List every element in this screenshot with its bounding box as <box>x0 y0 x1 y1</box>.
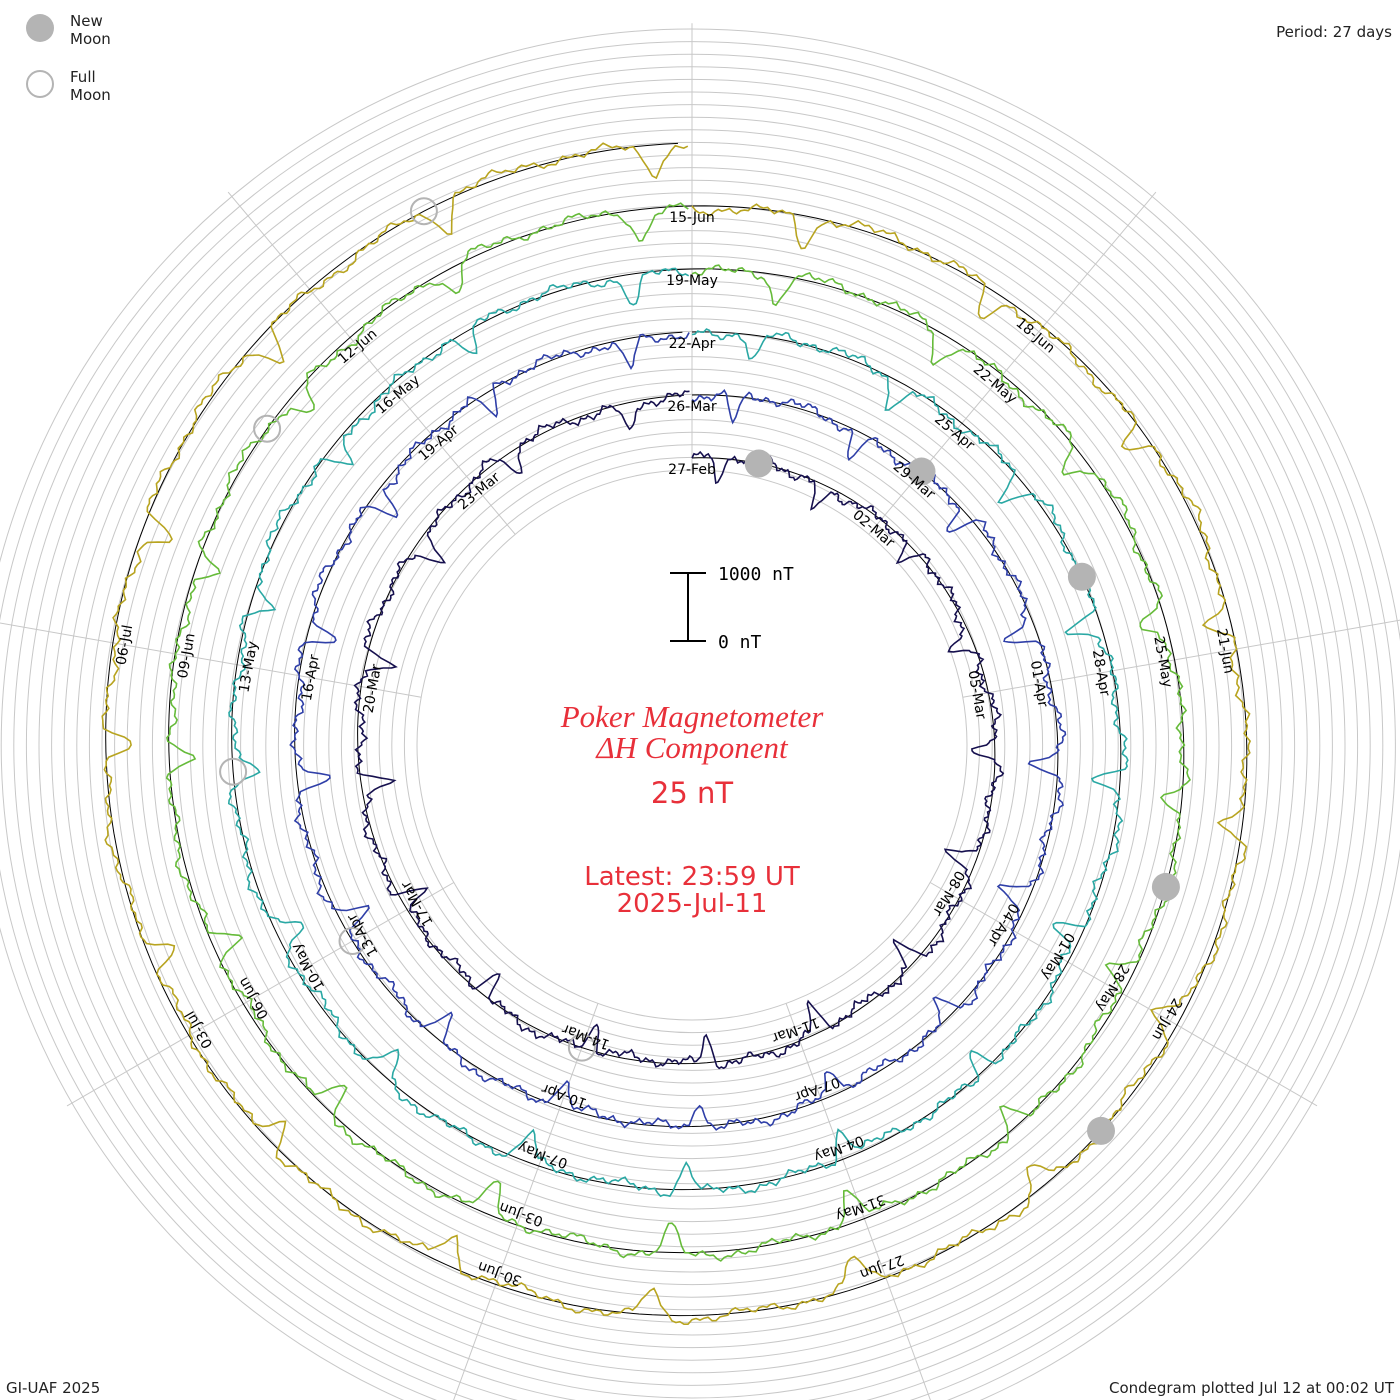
series-line-rotation-4 <box>165 202 1191 1262</box>
grid-spoke <box>227 191 516 535</box>
footer-credit: GI-UAF 2025 <box>6 1379 101 1397</box>
date-label: 21-Jun <box>1213 627 1237 675</box>
series-layer <box>101 142 1252 1325</box>
grid-spoke <box>929 882 1318 1107</box>
date-label: 03-Jul <box>182 1008 216 1051</box>
new-moon-marker <box>744 449 773 478</box>
date-label: 09-Jun <box>175 632 199 680</box>
date-label: 05-Mar <box>964 669 988 721</box>
new-moon-marker <box>907 457 936 486</box>
chart-units: 25 nT <box>651 776 733 810</box>
chart-subtitle: ΔH Component <box>594 730 789 765</box>
chart-title-block: Poker Magnetometer ΔH Component 25 nT La… <box>560 699 824 919</box>
date-label: 13-Apr <box>344 911 381 960</box>
latest-date: 2025-Jul-11 <box>617 889 768 919</box>
legend-new-moon-label: New Moon <box>70 12 111 48</box>
series-line-rotation-5 <box>101 142 1252 1325</box>
latest-time: Latest: 23:59 UT <box>584 862 800 892</box>
series-line-rotation-3 <box>227 267 1129 1198</box>
date-label: 19-May <box>666 273 718 289</box>
date-label: 11-Mar <box>769 1014 821 1046</box>
full-moon-icon <box>26 70 54 98</box>
full-moon-marker <box>338 927 367 955</box>
date-label: 22-Apr <box>669 336 716 352</box>
series-line-rotation-2 <box>289 332 1067 1131</box>
scale-bar-top-label: 1000 nT <box>718 564 794 585</box>
new-moon-icon <box>26 14 54 42</box>
period-label: Period: 27 days <box>1276 23 1392 41</box>
legend-full-moon-label: Full Moon <box>70 68 111 104</box>
new-moon-marker <box>1067 562 1096 591</box>
full-moon-marker <box>253 414 282 443</box>
series-line-rotation-1 <box>353 390 1005 1070</box>
date-label: 06-Jun <box>235 974 272 1021</box>
baseline-rotation-3 <box>231 268 1122 1191</box>
grid-spoke <box>962 619 1400 698</box>
baseline-rotation-4 <box>168 205 1185 1254</box>
date-label: 15-Jun <box>669 210 715 226</box>
new-moon-marker <box>1151 872 1180 901</box>
grid-spoke <box>785 1003 931 1400</box>
date-label: 31-May <box>833 1191 887 1224</box>
footer-plotted-time: Condegram plotted Jul 12 at 00:02 UT <box>1108 1379 1394 1397</box>
full-moon-marker <box>409 197 438 226</box>
date-label: 07-May <box>516 1138 570 1171</box>
date-label: 12-Jun <box>335 326 380 368</box>
baseline-rotation-1 <box>357 394 996 1065</box>
date-label: 26-Mar <box>667 399 717 415</box>
date-label: 04-May <box>812 1132 866 1165</box>
grid-spoke <box>66 882 455 1107</box>
full-moon-marker <box>219 757 248 786</box>
grid-spoke <box>0 622 422 698</box>
date-label: 14-Mar <box>560 1020 612 1052</box>
chart-title: Poker Magnetometer <box>560 699 824 734</box>
full-moon-marker <box>567 1033 596 1062</box>
scale-bar: 1000 nT 0 nT <box>670 564 794 653</box>
new-moon-marker <box>1087 1116 1115 1145</box>
scale-bar-bottom-label: 0 nT <box>718 632 762 653</box>
grid-spoke <box>453 1003 599 1400</box>
date-label: 22-May <box>970 361 1020 407</box>
date-label: 27-Feb <box>668 462 716 478</box>
date-label: 06-Jul <box>113 624 136 667</box>
baseline-rotation-5 <box>105 142 1248 1317</box>
moon-layer <box>219 197 1180 1145</box>
